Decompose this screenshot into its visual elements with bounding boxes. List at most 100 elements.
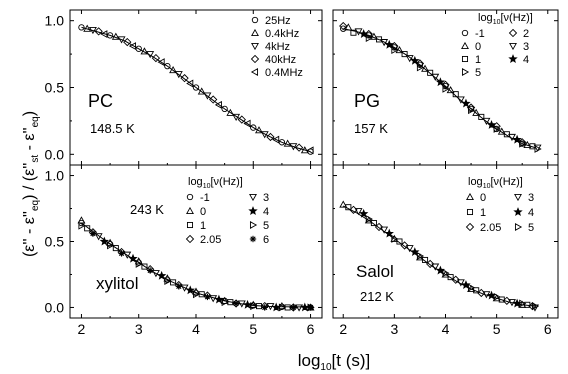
legend-marker xyxy=(461,55,469,63)
legend-marker xyxy=(186,206,194,215)
legend-label: 3 xyxy=(528,192,534,204)
series-triangle-left xyxy=(100,30,314,155)
data-point xyxy=(468,283,476,292)
data-point xyxy=(421,64,430,72)
series-star xyxy=(99,236,310,312)
legend-marker xyxy=(509,42,517,51)
series-circle xyxy=(78,219,314,311)
data-point xyxy=(384,228,394,238)
data-point xyxy=(354,208,363,216)
data-point xyxy=(390,234,399,242)
data-point xyxy=(405,245,414,253)
legend-label: 2.05 xyxy=(480,222,501,234)
legend-label: 4kHz xyxy=(265,41,290,53)
data-point xyxy=(461,98,471,108)
data-point xyxy=(534,145,542,153)
data-point xyxy=(94,27,103,36)
series-triangle-right xyxy=(78,221,315,312)
legend-label: 1 xyxy=(475,54,481,66)
data-point xyxy=(204,293,211,301)
data-point xyxy=(390,41,399,51)
y-tick-label: 1.0 xyxy=(45,168,65,184)
data-point xyxy=(231,299,241,308)
data-point xyxy=(401,51,408,58)
legend-label: 4 xyxy=(528,207,534,219)
x-tick-label: 3 xyxy=(135,321,143,337)
data-point xyxy=(107,241,115,250)
legend-label: 2 xyxy=(523,28,529,40)
data-point xyxy=(221,298,229,307)
data-point xyxy=(416,252,425,260)
data-point xyxy=(365,34,373,43)
data-point xyxy=(391,234,399,243)
series-triangle-down xyxy=(88,27,298,151)
panel-top-left: 0.0 0.5 1.0 PC 148.5 K 25Hz0.4kHz4kHz40kHz0.4… xyxy=(45,9,323,166)
legend-label: 5 xyxy=(528,222,534,234)
legend-title: log10[ν(Hz)] xyxy=(188,176,243,190)
legend-label: 5 xyxy=(263,220,269,232)
data-point xyxy=(497,127,506,135)
data-point xyxy=(422,256,429,263)
data-point xyxy=(493,124,501,133)
legend-marker xyxy=(466,208,474,216)
data-point xyxy=(519,299,527,308)
series-triangle-down xyxy=(354,28,542,152)
data-point xyxy=(221,105,228,113)
data-point xyxy=(151,53,161,63)
x-axis-label: log10[t (s)] xyxy=(298,351,371,373)
data-point xyxy=(294,143,304,152)
data-point xyxy=(140,47,149,55)
data-point xyxy=(123,37,132,47)
data-point xyxy=(78,221,86,230)
panel-label: PC xyxy=(88,91,113,111)
legend-label: -1 xyxy=(200,192,210,204)
data-point xyxy=(441,80,450,89)
series-circle xyxy=(78,24,314,155)
data-point xyxy=(266,303,275,311)
legend-marker xyxy=(248,206,258,215)
panel-top-right: PG 157 K log10[ν(Hz)] -1 2 0 3 1 4 5 xyxy=(332,9,559,166)
data-point xyxy=(365,215,373,224)
legend-label: 0 xyxy=(200,206,206,218)
legend-label: 4 xyxy=(523,54,529,66)
x-tick-label: 4 xyxy=(192,321,200,337)
data-point xyxy=(175,283,183,290)
data-point xyxy=(531,304,539,312)
data-point xyxy=(442,269,450,278)
legend: log10[ν(Hz)] -1 3 0 4 1 5 2.05 6 xyxy=(185,176,269,246)
y-tick-label: 1.0 xyxy=(45,13,65,29)
legend-marker xyxy=(461,41,469,50)
legend-marker xyxy=(186,221,194,229)
data-point xyxy=(89,230,97,237)
data-point xyxy=(295,304,304,312)
legend-label: 6 xyxy=(263,234,269,246)
data-point xyxy=(359,208,369,218)
data-point xyxy=(180,73,189,83)
x-tick-label: 5 xyxy=(493,321,501,337)
data-point xyxy=(111,32,120,40)
legend-title: log10[ν(Hz)] xyxy=(468,176,523,190)
data-point xyxy=(186,79,194,88)
data-point xyxy=(151,270,160,278)
legend-marker xyxy=(249,235,257,243)
data-point xyxy=(472,108,481,116)
legend-marker xyxy=(514,193,522,202)
data-point xyxy=(426,259,435,269)
series-square xyxy=(350,29,536,150)
series-diamond xyxy=(339,21,527,147)
data-point xyxy=(226,108,235,116)
data-point xyxy=(135,259,143,268)
data-point xyxy=(117,36,126,44)
data-point xyxy=(512,134,522,144)
panel-bottom-right: 2 3 4 5 6 Salol 212 K log10[ν(Hz)] 0 3 1 4 2.05 5 xyxy=(332,164,559,337)
data-point xyxy=(391,46,399,55)
data-point xyxy=(214,294,224,304)
x-tick-label: 2 xyxy=(78,321,86,337)
legend-marker xyxy=(249,193,257,202)
data-point xyxy=(290,304,297,311)
y-tick-label: 0.5 xyxy=(45,234,65,250)
data-point xyxy=(410,55,420,65)
data-point xyxy=(203,92,212,100)
panel-label: Salol xyxy=(356,262,394,281)
